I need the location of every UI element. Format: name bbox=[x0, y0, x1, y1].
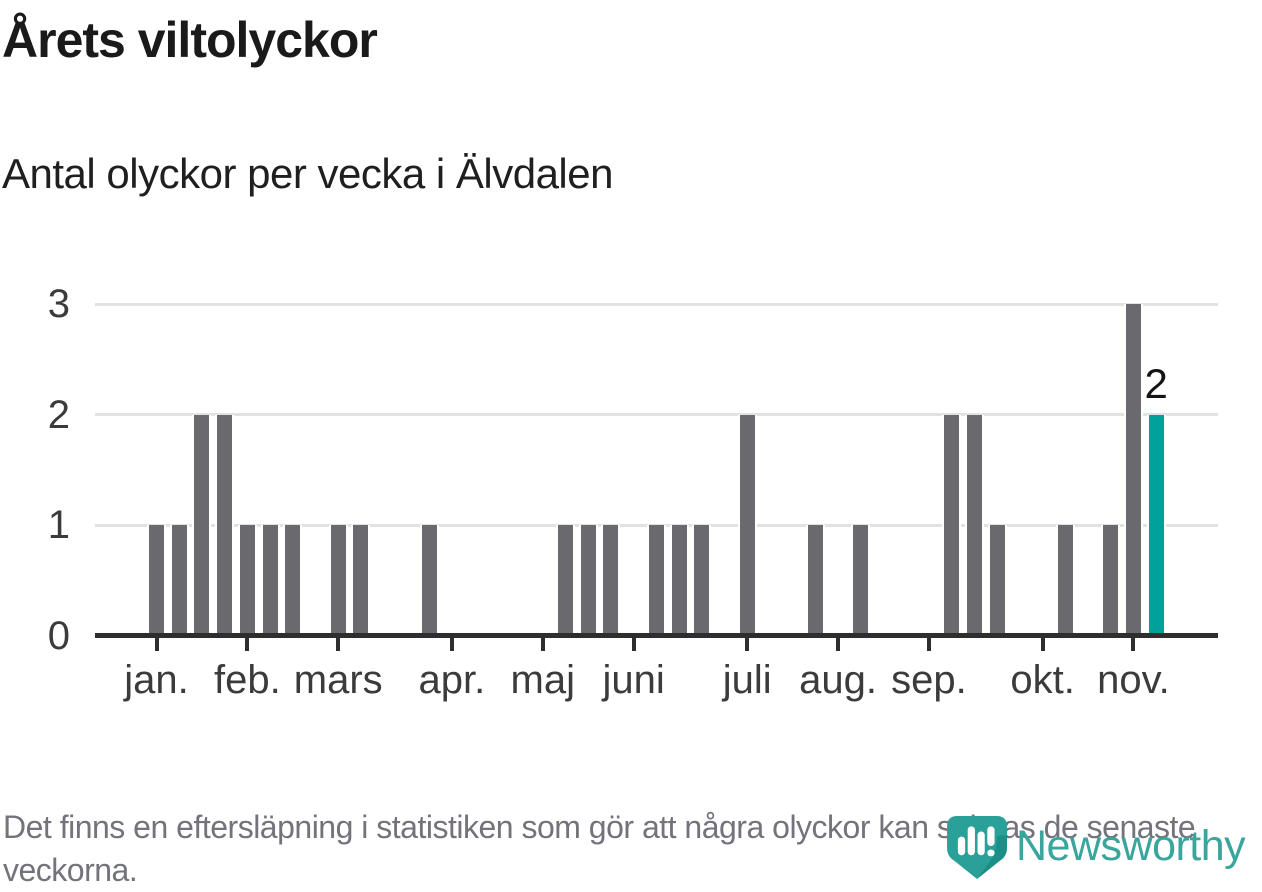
newsworthy-wordmark: Newsworthy bbox=[1016, 822, 1246, 870]
gridline-y3 bbox=[95, 302, 1218, 306]
bar-week-41 bbox=[1057, 525, 1073, 636]
x-axis-month-label-jan: jan. bbox=[124, 658, 189, 702]
y-axis-label-0: 0 bbox=[47, 614, 70, 658]
bar-week-19 bbox=[557, 525, 573, 636]
y-axis-label-1: 1 bbox=[47, 503, 70, 548]
x-axis-month-label-aug: aug. bbox=[799, 658, 878, 702]
bar-week-5 bbox=[239, 525, 255, 636]
newsworthy-logo: Newsworthy bbox=[946, 815, 1262, 879]
bar-week-10 bbox=[353, 525, 369, 636]
bar-week-43 bbox=[1103, 525, 1119, 636]
bar-week-20 bbox=[580, 525, 596, 636]
x-axis-tick-maj bbox=[540, 638, 545, 651]
x-axis-month-label-mars: mars bbox=[293, 658, 383, 702]
newsworthy-pin-icon bbox=[947, 816, 1007, 879]
y-axis-label-2: 2 bbox=[47, 392, 70, 437]
bar-week-45-highlight bbox=[1148, 414, 1164, 636]
x-axis-line bbox=[95, 633, 1218, 638]
x-axis-tick-feb bbox=[245, 638, 250, 651]
bar-week-36 bbox=[944, 414, 960, 636]
bar-value-label: 2 bbox=[1144, 359, 1168, 407]
bar-week-9 bbox=[330, 525, 346, 636]
bar-week-13 bbox=[421, 525, 437, 636]
x-axis-tick-juli bbox=[745, 638, 750, 651]
x-axis-month-label-sep: sep. bbox=[891, 658, 967, 702]
x-axis-tick-aug bbox=[836, 638, 841, 651]
x-axis-month-label-apr: apr. bbox=[418, 658, 486, 702]
bar-week-32 bbox=[853, 525, 869, 636]
bar-week-7 bbox=[285, 525, 301, 636]
x-axis-month-label-juli: juli bbox=[722, 658, 772, 702]
bar-week-3 bbox=[194, 414, 210, 636]
bar-week-4 bbox=[217, 414, 233, 636]
x-axis-month-label-nov: nov. bbox=[1097, 658, 1170, 702]
bar-week-25 bbox=[694, 525, 710, 636]
bar-week-1 bbox=[149, 525, 164, 636]
x-axis-tick-apr bbox=[449, 638, 454, 651]
bar-week-44 bbox=[1125, 304, 1141, 636]
y-axis-label-3: 3 bbox=[47, 282, 70, 327]
bar-week-24 bbox=[671, 525, 687, 636]
chart-subtitle: Antal olyckor per vecka i Älvdalen bbox=[2, 150, 613, 197]
x-axis-tick-jan bbox=[154, 638, 159, 651]
x-axis-tick-nov bbox=[1131, 638, 1136, 651]
gridline-y2 bbox=[95, 413, 1218, 417]
bar-week-21 bbox=[603, 525, 619, 636]
x-axis-tick-sep bbox=[926, 638, 931, 651]
x-axis-tick-okt bbox=[1040, 638, 1045, 651]
bar-week-30 bbox=[807, 525, 823, 636]
x-axis-month-label-maj: maj bbox=[510, 658, 575, 702]
page-title: Årets viltolyckor bbox=[2, 12, 378, 68]
x-axis-month-label-okt: okt. bbox=[1010, 658, 1075, 702]
bar-week-27 bbox=[739, 414, 755, 636]
bar-week-6 bbox=[262, 525, 278, 636]
bar-week-38 bbox=[989, 525, 1005, 636]
x-axis-tick-juni bbox=[631, 638, 636, 651]
bar-week-37 bbox=[966, 414, 982, 636]
bar-week-2 bbox=[171, 525, 187, 636]
x-axis-month-label-juni: juni bbox=[602, 658, 665, 702]
x-axis-month-label-feb: feb. bbox=[214, 658, 281, 702]
bar-week-23 bbox=[648, 525, 664, 636]
x-axis-tick-mars bbox=[336, 638, 341, 651]
